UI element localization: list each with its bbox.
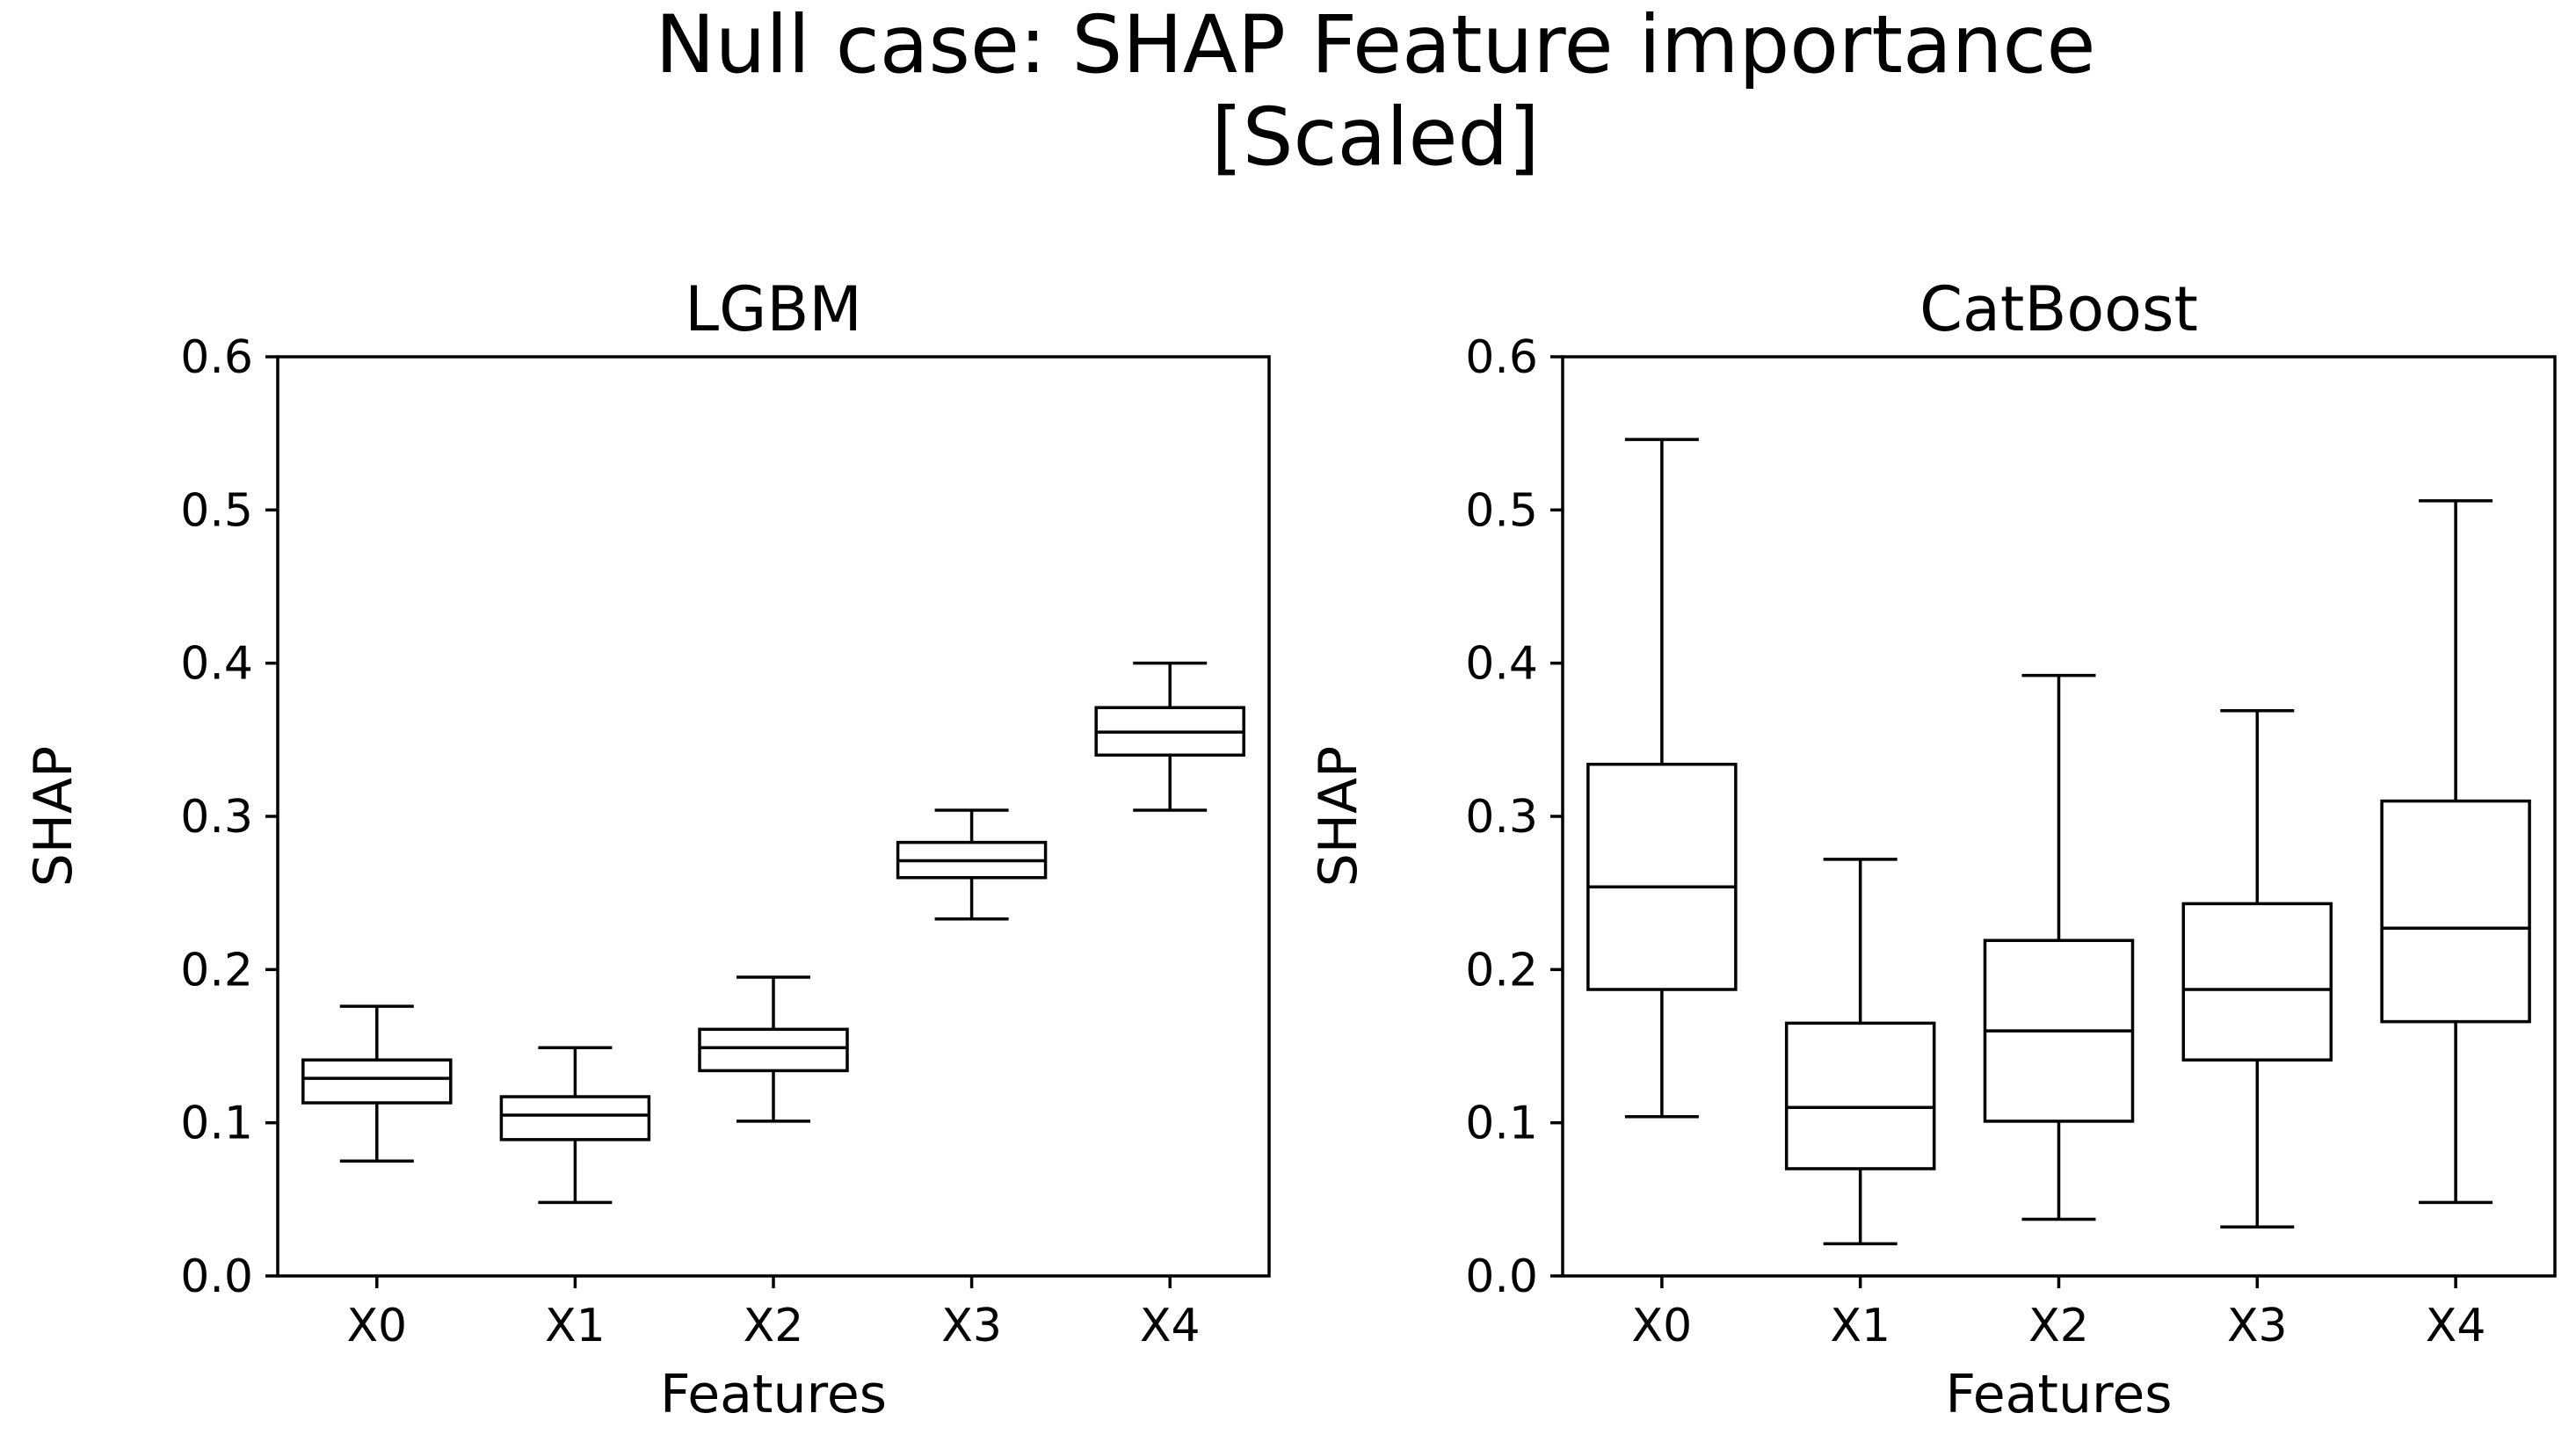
x-axis-label: Features: [660, 1364, 887, 1425]
box-X3: [896, 808, 1048, 921]
y-tick-label: 0.0: [1465, 1250, 1538, 1303]
x-tick-label: X0: [1632, 1300, 1693, 1352]
y-tick-label: 0.3: [180, 791, 253, 844]
x-tick-label: X2: [2028, 1300, 2089, 1352]
iqr-box: [2181, 902, 2333, 1062]
figure-title-line1: Null case: SHAP Feature importance: [656, 0, 2096, 91]
iqr-box: [2380, 799, 2531, 1024]
subplots: LGBM 0.0 0.1 0.2 0.3 0.4 0.5 0.6 SHAP Features X0 X…: [23, 273, 2557, 1425]
iqr-box: [698, 1027, 849, 1073]
panel-1: CatBoost 0.0 0.1 0.2 0.3 0.4 0.5 0.6 SHAP Feature…: [1308, 273, 2557, 1425]
box-X4: [2380, 499, 2531, 1205]
y-tick-label: 0.2: [1465, 944, 1538, 997]
box-X3: [2181, 708, 2333, 1228]
x-axis-label: Features: [1946, 1364, 2173, 1425]
y-tick-label: 0.5: [180, 484, 253, 537]
box-X2: [1983, 673, 2135, 1221]
x-tick-label: X0: [346, 1300, 407, 1352]
box-X2: [698, 975, 849, 1123]
y-tick-label: 0.6: [1465, 331, 1538, 384]
x-tick-label: X4: [1140, 1300, 1201, 1352]
x-tick-label: X1: [545, 1300, 606, 1352]
y-tick-label: 0.5: [1465, 484, 1538, 537]
x-tick-label: X1: [1830, 1300, 1890, 1352]
y-tick-label: 0.2: [180, 944, 253, 997]
iqr-box: [301, 1058, 453, 1105]
y-axis-label: SHAP: [1308, 746, 1369, 887]
y-tick-label: 0.1: [180, 1098, 253, 1150]
box-X0: [301, 1004, 453, 1163]
panel-title: CatBoost: [1919, 273, 2198, 345]
box-X0: [1586, 438, 1738, 1119]
y-axis-label: SHAP: [23, 746, 84, 887]
box-X4: [1094, 661, 1245, 812]
figure-title-line2: [Scaled]: [1211, 91, 1540, 184]
y-tick-label: 0.4: [1465, 638, 1538, 691]
y-tick-label: 0.3: [1465, 791, 1538, 844]
box-X1: [499, 1046, 651, 1205]
box-X1: [1784, 858, 1936, 1246]
x-tick-label: X4: [2426, 1300, 2486, 1352]
y-tick-label: 0.1: [1465, 1098, 1538, 1150]
panel-0: LGBM 0.0 0.1 0.2 0.3 0.4 0.5 0.6 SHAP Features X0 X…: [23, 273, 1271, 1425]
y-tick-label: 0.4: [180, 638, 253, 691]
y-tick-label: 0.0: [180, 1250, 253, 1303]
x-tick-label: X3: [2227, 1300, 2288, 1352]
x-tick-label: X2: [744, 1300, 804, 1352]
panel-title: LGBM: [685, 273, 862, 345]
iqr-box: [499, 1095, 651, 1141]
x-tick-label: X3: [941, 1300, 1002, 1352]
iqr-box: [1784, 1021, 1936, 1170]
y-tick-label: 0.6: [180, 331, 253, 384]
iqr-box: [1586, 762, 1738, 991]
axes-frame: [276, 355, 1271, 1278]
